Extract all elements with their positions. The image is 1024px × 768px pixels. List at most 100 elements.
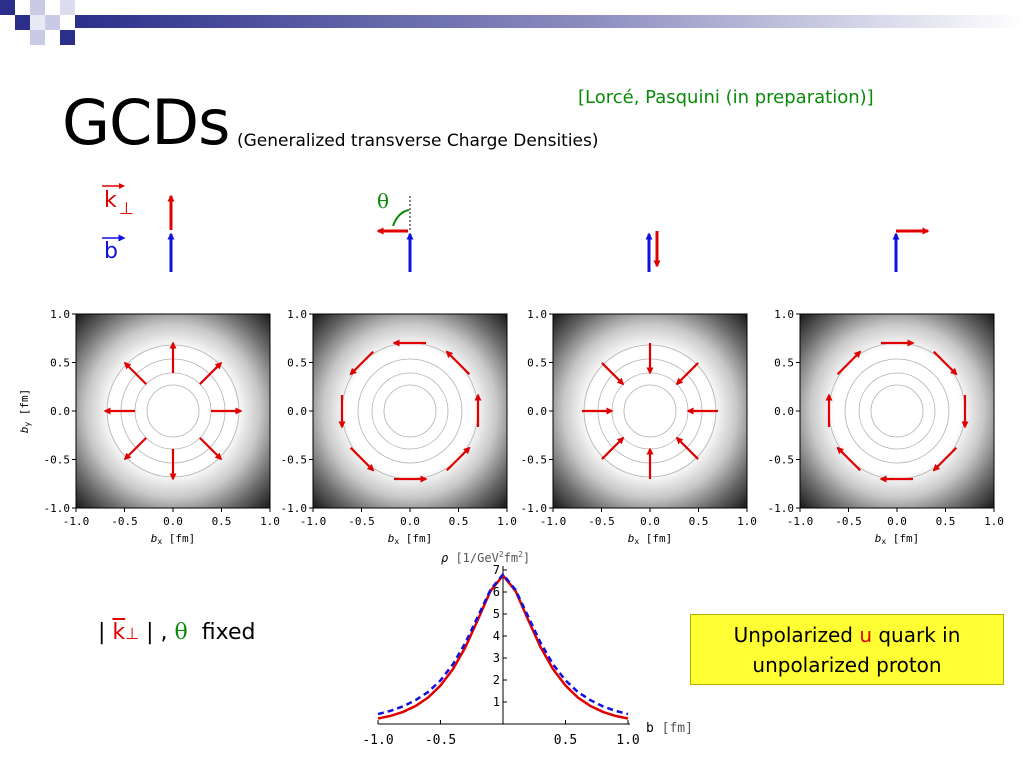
y-tick-label: -1.0 [44,502,71,515]
note-box: Unpolarized u quark in unpolarized proto… [690,614,1004,685]
note-line1-post: quark in [872,623,961,647]
chart-y-tick: 3 [493,651,500,665]
flow-arrow [445,350,471,376]
chart-y-tick: 1 [493,695,500,709]
chart-x-tick: -0.5 [425,733,456,748]
fixed-k-symbol: k [112,620,126,645]
y-tick-label: -0.5 [281,454,308,467]
y-tick-label: 0.0 [287,405,307,418]
chart-y-label: ρ [1/GeV2fm2] [441,550,530,565]
contour-ring [858,372,936,450]
legend-k-symbol: k [104,188,117,213]
x-tick-label: 1.0 [260,515,280,528]
y-tick-label: -0.5 [768,454,795,467]
density-panel-3: -1.0-1.0 -0.5 -0.5 0.0 0.0 0.5 0.5 1.0 1.0 bx [fm… [521,308,757,546]
y-tick-label: 0.0 [774,405,794,418]
flow-arrow [123,437,147,461]
fixed-perp-symbol: ⊥ [125,624,140,643]
flow-arrow [601,436,625,460]
fixed-label: | k⊥ | , θ fixed [98,620,255,645]
x-tick-label: 0.5 [212,515,232,528]
flow-arrow [932,446,958,472]
contour-ring [870,384,924,438]
flow-arrows [338,339,482,483]
y-tick-label: 0.5 [527,357,547,370]
density-panel-2: -1.0-1.0 -0.5 -0.5 0.0 0.0 0.5 0.5 1.0 1.0 bx [fm… [281,308,517,546]
flow-arrow [601,362,625,386]
x-axis-label: bx [fm] [628,532,673,546]
chart-x-label: b [fm] [646,721,693,736]
y-axis-label: by [fm] [18,389,32,434]
x-tick-label: 0.0 [163,515,183,528]
x-tick-label: -1.0 [300,515,327,528]
series-line-dashed [377,572,629,716]
legend-b: b [102,234,126,264]
header-decoration [0,0,1024,45]
orientation-icon-perpendicular-right [892,227,930,272]
x-tick-label: 1.0 [984,515,1004,528]
x-tick-label: -1.0 [540,515,567,528]
y-tick-label: 0.5 [50,357,70,370]
x-tick-label: 0.5 [449,515,469,528]
x-tick-label: -0.5 [835,515,862,528]
x-tick-label: 0.0 [887,515,907,528]
x-axis-label: bx [fm] [151,532,196,546]
chart-y-tick: 7 [493,563,500,577]
y-tick-label: 1.0 [287,308,307,321]
citation: [Lorcé, Pasquini (in preparation)] [578,87,874,108]
chart-y-tick: 5 [493,607,500,621]
y-tick-label: 0.5 [774,357,794,370]
x-tick-label: 0.0 [640,515,660,528]
flow-arrow [123,361,147,385]
chart-x-tick: 1.0 [616,733,639,748]
contour-ring [371,372,449,450]
contour-ring [357,358,463,464]
y-tick-label: -1.0 [281,502,308,515]
y-tick-label: 0.5 [287,357,307,370]
chart-y-tick: 4 [493,629,500,643]
flow-arrow [445,446,471,472]
note-line1-pre: Unpolarized [733,623,860,647]
density-map [312,313,508,509]
abs-bar-left: | [98,620,106,645]
chart-x-tick: 0.5 [554,733,577,748]
flow-arrows [825,339,969,483]
x-tick-label: -0.5 [348,515,375,528]
x-tick-label: 0.0 [400,515,420,528]
flow-arrow [199,361,223,385]
flow-arrows [103,341,243,481]
theta-symbol: θ [377,189,389,213]
y-tick-label: -0.5 [521,454,548,467]
x-tick-label: 0.5 [689,515,709,528]
y-tick-label: -1.0 [521,502,548,515]
note-quark: u [859,623,872,647]
slide-subtitle: (Generalized transverse Charge Densities… [237,131,599,151]
legend-b-symbol: b [104,239,118,264]
x-tick-label: -1.0 [63,515,90,528]
chart-x-tick: -1.0 [362,733,393,748]
contour-ring [623,384,677,438]
density-panel-4: -1.0-1.0 -0.5 -0.5 0.0 0.0 0.5 0.5 1.0 1.0 bx [fm… [768,308,1004,546]
orientation-icon-antiparallel [645,231,661,272]
contour-ring [844,358,950,464]
line-chart: -1.0 -0.5 0.5 1.0 1 2 3 4 5 6 7ρ [1/GeV2fm2] b [fm] [362,550,693,748]
x-tick-label: 1.0 [737,515,757,528]
flow-arrow [349,350,375,376]
flow-arrow [675,362,699,386]
slide-title: GCDs [62,86,230,159]
flow-arrow [836,350,862,376]
fixed-theta-symbol: θ [174,620,188,645]
legend-perp-symbol: ⊥ [119,199,134,219]
flow-arrows [582,343,718,479]
x-tick-label: 1.0 [497,515,517,528]
orientation-icon-perpendicular-left: θ [376,189,414,272]
x-axis-label: bx [fm] [875,532,920,546]
x-tick-label: 0.5 [936,515,956,528]
flow-arrow [836,446,862,472]
flow-arrow [199,437,223,461]
flow-arrow [932,350,958,376]
x-tick-label: -0.5 [111,515,138,528]
contour-ring [383,384,437,438]
note-line2: unpolarized proton [752,653,942,677]
